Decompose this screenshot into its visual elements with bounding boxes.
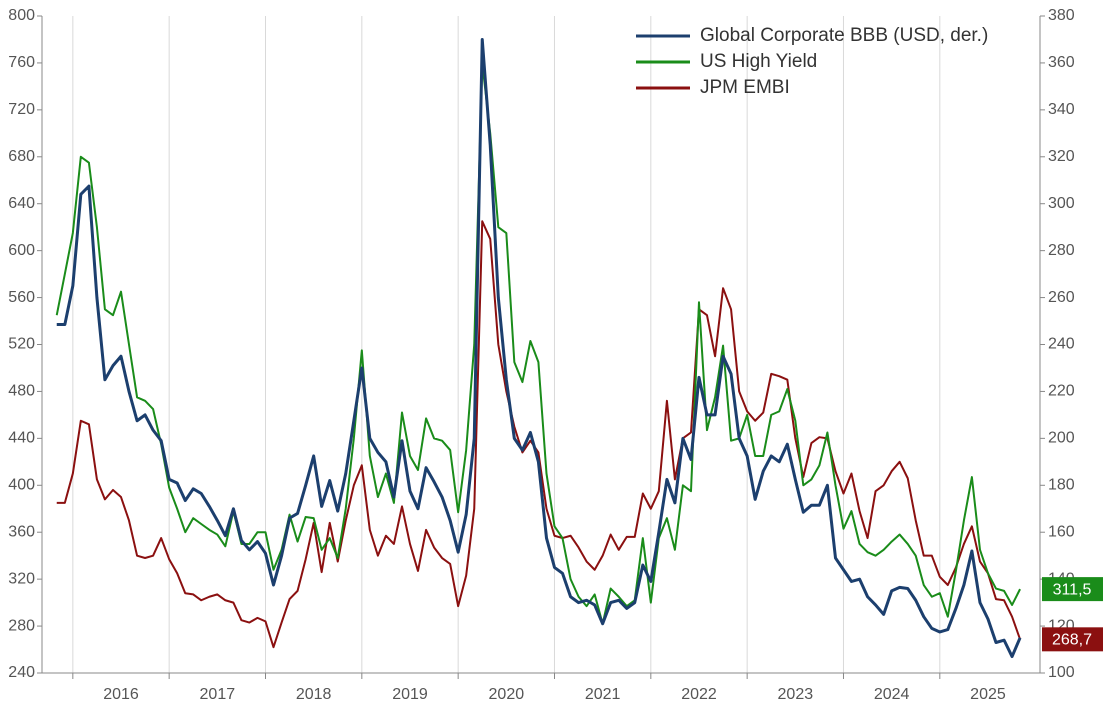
y2-tick-label: 280 [1048,242,1075,259]
y-tick-label: 480 [8,383,35,400]
x-tick-label: 2025 [970,686,1006,703]
y-tick-label: 440 [8,430,35,447]
y-tick-label: 360 [8,523,35,540]
y2-tick-label: 180 [1048,477,1075,494]
x-tick-label: 2018 [296,686,332,703]
y2-tick-label: 300 [1048,195,1075,212]
series-line [56,220,1022,649]
y-tick-label: 280 [8,617,35,634]
y-tick-label: 320 [8,570,35,587]
x-tick-label: 2024 [874,686,910,703]
x-tick-label: 2021 [585,686,621,703]
y-tick-label: 680 [8,148,35,165]
end-label-box [1042,577,1103,602]
y2-tick-label: 260 [1048,289,1075,306]
series-line [55,61,1021,625]
x-tick-label: 2019 [392,686,428,703]
y-tick-label: 520 [8,336,35,353]
y2-tick-label: 360 [1048,54,1075,71]
legend-label: JPM EMBI [700,77,790,98]
y2-tick-label: 340 [1048,101,1075,118]
y-tick-label: 800 [8,7,35,24]
y-tick-label: 640 [8,195,35,212]
y-tick-label: 400 [8,477,35,494]
y2-tick-label: 160 [1048,523,1075,540]
y2-tick-label: 220 [1048,383,1075,400]
y2-tick-label: 100 [1048,664,1075,681]
x-tick-label: 2020 [489,686,525,703]
x-tick-label: 2016 [103,686,139,703]
series-line [56,37,1022,659]
y2-tick-label: 240 [1048,336,1075,353]
end-label-box [1042,627,1103,652]
legend: Global Corporate BBB (USD, der.) US High … [636,25,988,98]
legend-label: US High Yield [700,51,817,72]
x-tick-label: 2017 [200,686,236,703]
y2-tick-label: 380 [1048,7,1075,24]
x-tick-label: 2023 [778,686,814,703]
y-tick-label: 600 [8,242,35,259]
y2-tick-label: 320 [1048,148,1075,165]
y-tick-label: 760 [8,54,35,71]
y2-tick-label: 200 [1048,430,1075,447]
end-label: 311,5 [1053,581,1092,598]
x-tick-label: 2022 [681,686,717,703]
end-label: 268,7 [1052,632,1092,649]
legend-label: Global Corporate BBB (USD, der.) [700,25,988,46]
y-tick-label: 240 [8,664,35,681]
y-tick-label: 560 [8,289,35,306]
y-tick-label: 720 [8,101,35,118]
